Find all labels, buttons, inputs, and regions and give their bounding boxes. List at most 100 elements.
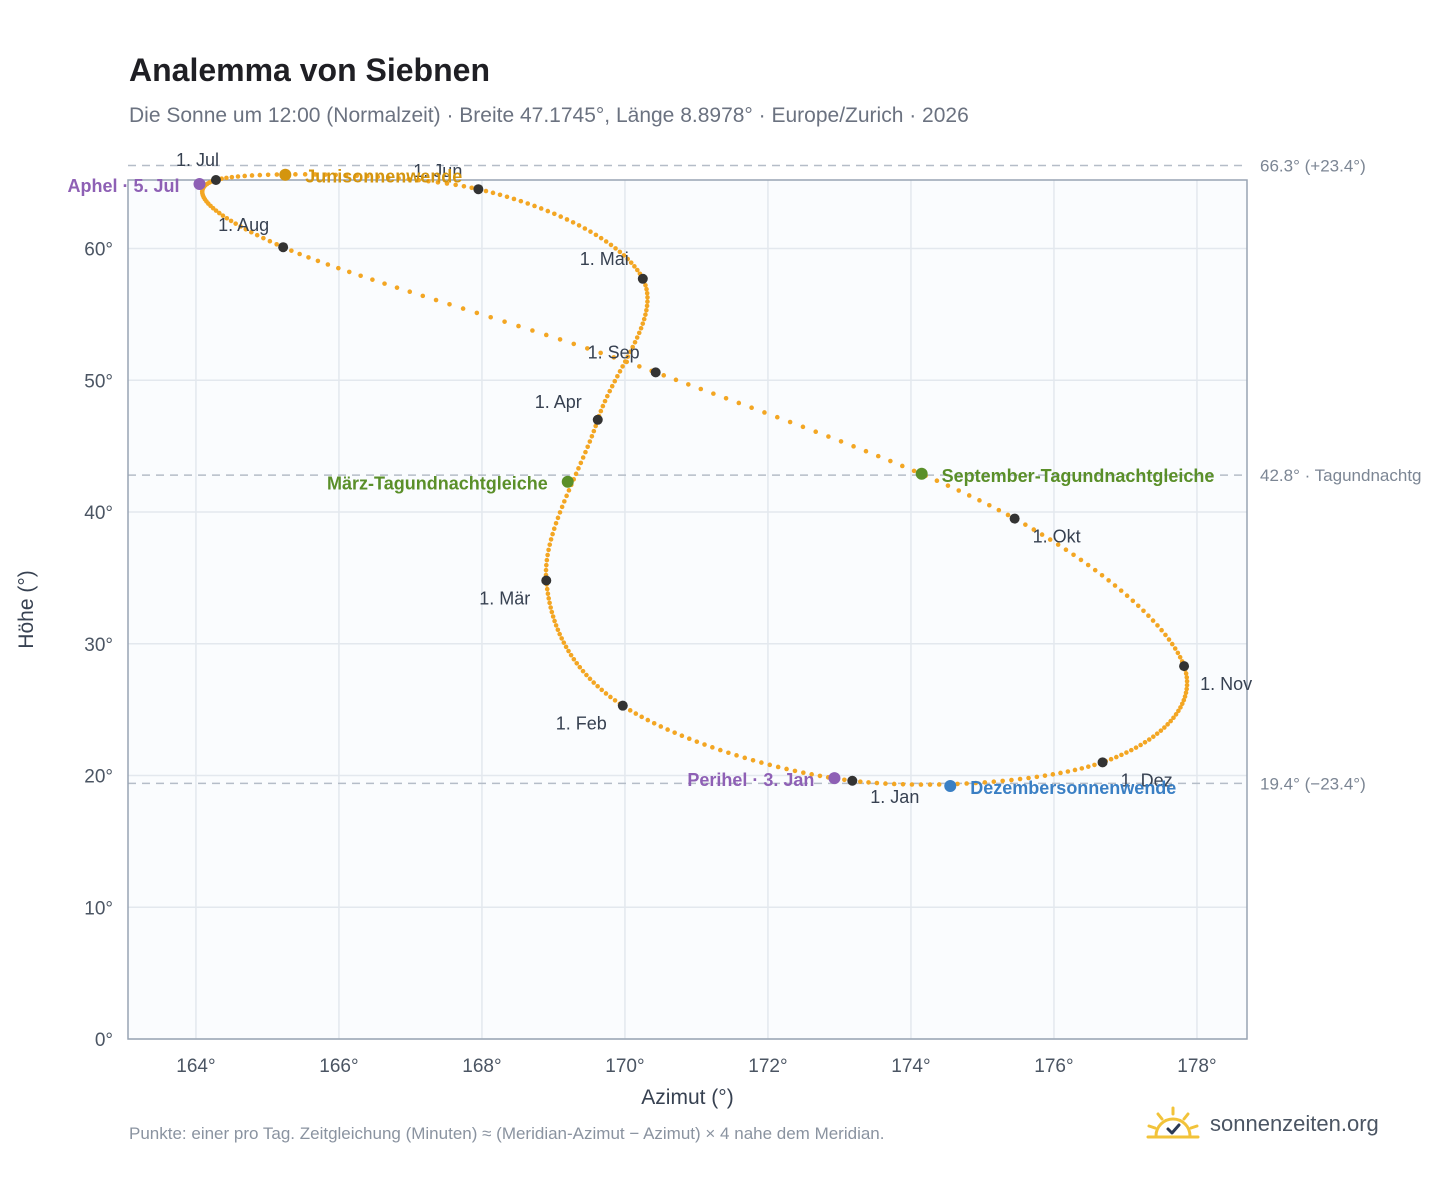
day-point [289, 248, 294, 253]
day-point [1055, 542, 1061, 547]
event-marker [828, 772, 841, 785]
day-point [1154, 731, 1160, 736]
day-point [525, 201, 531, 206]
day-point [644, 303, 650, 309]
day-point [242, 173, 248, 179]
day-point [1031, 527, 1037, 532]
day-point [1184, 675, 1190, 680]
day-point [302, 172, 308, 177]
day-point [955, 781, 960, 787]
day-point [608, 694, 613, 700]
day-point [1182, 694, 1188, 699]
day-point [1050, 772, 1056, 777]
day-point [1092, 567, 1098, 573]
day-point [1071, 552, 1076, 558]
day-point [749, 405, 754, 410]
day-point [1135, 603, 1141, 609]
day-point [336, 265, 341, 271]
day-point [545, 552, 550, 558]
day-point [702, 742, 707, 747]
day-point [1065, 769, 1071, 774]
x-tick-label: 166° [319, 1056, 358, 1077]
day-point [469, 185, 474, 191]
day-point [672, 730, 677, 735]
month-label: 1. Jun [413, 161, 462, 181]
day-point [1146, 737, 1152, 742]
day-point [900, 781, 906, 787]
event-label: Dezembersonnenwende [970, 778, 1176, 798]
day-point [630, 344, 636, 350]
day-point [598, 408, 604, 414]
day-point [583, 449, 588, 455]
day-point [358, 273, 363, 279]
day-point [566, 488, 572, 493]
y-axis-title: Höhe (°) [15, 570, 38, 648]
day-point [625, 354, 631, 359]
day-point [612, 378, 618, 384]
day-point [842, 777, 847, 783]
day-point [605, 393, 610, 399]
day-point [759, 760, 764, 765]
day-point [1092, 762, 1097, 768]
day-point [775, 764, 781, 770]
day-point [1138, 742, 1143, 748]
day-point [977, 498, 982, 503]
month-label: 1. Feb [556, 714, 607, 734]
x-tick-label: 168° [462, 1056, 501, 1077]
brand[interactable]: sonnenzeiten.org [1146, 1104, 1379, 1144]
day-point [987, 502, 992, 508]
day-point [1079, 766, 1085, 771]
month-marker [210, 175, 221, 185]
month-marker [473, 184, 484, 195]
day-point [370, 277, 375, 282]
plot-frame [127, 179, 1248, 1040]
day-point [461, 183, 467, 189]
day-point [742, 755, 748, 761]
y-tick-label: 10° [84, 898, 113, 919]
month-marker [1097, 757, 1108, 768]
day-point [257, 172, 263, 178]
page-subtitle: Die Sonne um 12:00 (Normalzeit) · Breite… [129, 104, 969, 127]
event-label: März-Tagundnachtgleiche [327, 474, 548, 494]
day-point [551, 526, 557, 531]
event-marker [193, 177, 206, 190]
day-point [224, 215, 230, 221]
day-point [1005, 512, 1011, 518]
day-point [609, 383, 615, 389]
day-point [1133, 745, 1139, 750]
month-marker [650, 367, 661, 378]
day-point [621, 253, 627, 258]
day-point [615, 373, 620, 379]
day-point [228, 218, 234, 224]
day-point [627, 708, 633, 713]
event-marker [279, 168, 292, 181]
day-point [1173, 712, 1179, 717]
day-point [582, 226, 588, 231]
day-point [1108, 756, 1114, 762]
day-point [635, 267, 640, 273]
day-point [1118, 588, 1124, 593]
day-point [645, 717, 651, 723]
x-tick-label: 176° [1034, 1056, 1073, 1077]
day-point [591, 428, 597, 434]
day-point [530, 328, 535, 333]
day-point [973, 780, 979, 786]
month-label: 1. Mär [479, 589, 530, 609]
day-point [632, 339, 638, 345]
day-point [511, 196, 517, 202]
y-tick-label: 0° [95, 1030, 113, 1051]
day-point [607, 388, 613, 394]
day-point [784, 766, 789, 772]
day-point [543, 332, 549, 338]
day-point [711, 391, 716, 396]
month-label: 1. Nov [1200, 674, 1252, 694]
day-point [574, 660, 580, 666]
day-point [1039, 532, 1045, 537]
day-point [550, 614, 556, 619]
day-point [1151, 734, 1156, 739]
day-point [874, 780, 880, 786]
day-point [488, 314, 493, 320]
day-point [598, 235, 604, 241]
day-point [911, 468, 917, 474]
month-label: 1. Okt [1033, 527, 1081, 547]
